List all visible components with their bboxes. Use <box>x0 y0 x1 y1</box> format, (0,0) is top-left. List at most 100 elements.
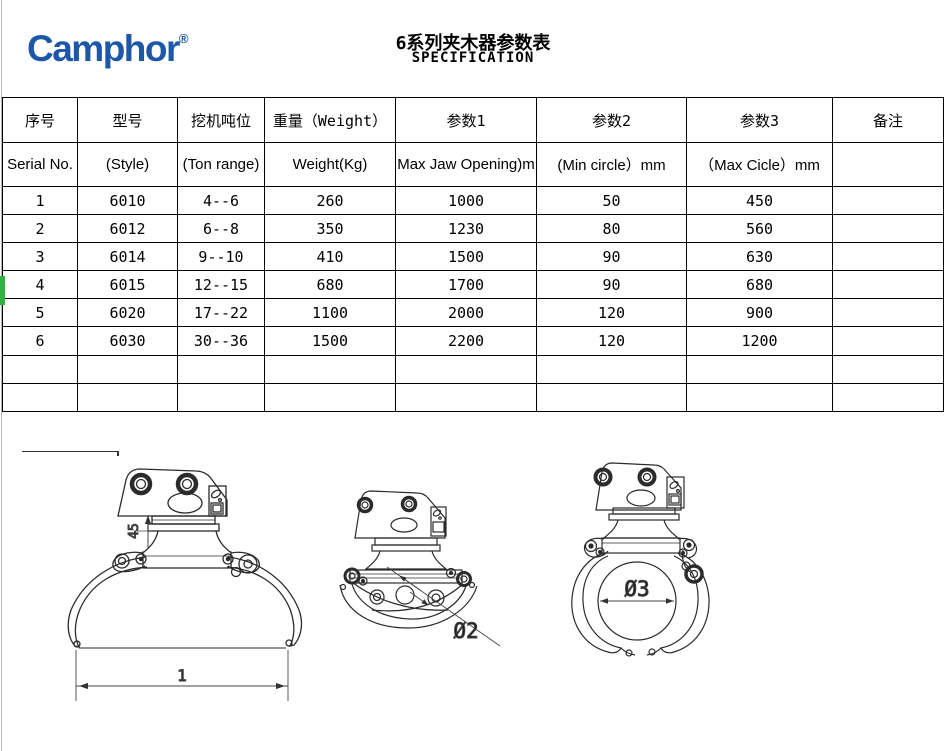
table-cell[interactable]: 680 <box>264 270 396 300</box>
table-cell[interactable] <box>832 214 944 244</box>
table-cell[interactable] <box>832 185 944 216</box>
header-cell[interactable]: Weight(Kg) <box>264 142 396 187</box>
dim-d2-label: Ø2 <box>453 619 478 643</box>
header-row-en: Serial No. (Style) (Ton range) Weight(Kg… <box>2 142 944 187</box>
table-cell[interactable] <box>264 354 396 384</box>
table-cell[interactable]: 6--8 <box>177 214 265 244</box>
header-cell[interactable]: 备注 <box>832 97 944 143</box>
table-cell[interactable]: 120 <box>536 326 687 356</box>
closed-grapple-log-drawing: Ø3 <box>571 462 710 657</box>
left-arm <box>571 552 622 654</box>
table-cell[interactable] <box>2 354 78 384</box>
sheet-title-en: SPECIFICATION <box>411 50 535 66</box>
dimension-1: 1 <box>75 650 289 701</box>
header-cell[interactable]: 型号 <box>77 97 178 143</box>
table-cell[interactable]: 50 <box>536 185 687 216</box>
table-cell[interactable] <box>536 354 687 384</box>
header-cell[interactable]: 参数2 <box>536 97 687 143</box>
table-cell[interactable]: 2 <box>2 214 78 244</box>
table-cell[interactable]: 30--36 <box>177 326 265 356</box>
table-cell[interactable]: 6012 <box>77 214 178 244</box>
table-cell[interactable] <box>536 382 687 412</box>
table-cell[interactable]: 450 <box>686 185 833 216</box>
table-cell[interactable]: 1500 <box>264 326 396 356</box>
table-cell[interactable]: 12--15 <box>177 270 265 300</box>
table-cell[interactable]: 6 <box>2 326 78 356</box>
table-cell[interactable]: 17--22 <box>177 298 265 328</box>
table-cell[interactable] <box>832 298 944 328</box>
table-cell[interactable] <box>77 382 178 412</box>
header-cell[interactable]: （Max Cicle）mm <box>686 142 833 187</box>
table-cell[interactable]: 1200 <box>686 326 833 356</box>
dim-d3-label: Ø3 <box>624 577 649 601</box>
table-cell[interactable] <box>177 382 265 412</box>
header-cell[interactable]: (Ton range) <box>177 142 265 187</box>
table-cell[interactable]: 4--6 <box>177 185 265 216</box>
table-cell[interactable]: 260 <box>264 185 396 216</box>
table-cell[interactable]: 9--10 <box>177 242 265 272</box>
header-cell[interactable]: 重量（Weight） <box>264 97 396 143</box>
table-cell[interactable]: 5 <box>2 298 78 328</box>
table-cell[interactable] <box>832 326 944 356</box>
grapple-body <box>67 468 303 649</box>
table-cell[interactable] <box>832 354 944 384</box>
table-cell[interactable]: 2200 <box>395 326 537 356</box>
dim-45-label: 45 <box>127 523 142 539</box>
header-cell[interactable]: Serial No. <box>2 142 78 187</box>
table-cell[interactable] <box>177 354 265 384</box>
right-link <box>677 537 698 559</box>
table-cell[interactable]: 900 <box>686 298 833 328</box>
table-cell[interactable]: 630 <box>686 242 833 272</box>
table-cell[interactable] <box>832 242 944 272</box>
table-cell[interactable]: 6015 <box>77 270 178 300</box>
table-cell[interactable]: 90 <box>536 270 687 300</box>
table-cell[interactable] <box>264 382 396 412</box>
header-cell[interactable]: 序号 <box>2 97 78 143</box>
log-circle <box>597 561 677 641</box>
table-cell[interactable]: 6030 <box>77 326 178 356</box>
table-cell[interactable]: 80 <box>536 214 687 244</box>
table-cell[interactable]: 6010 <box>77 185 178 216</box>
table-cell[interactable]: 4 <box>2 270 78 300</box>
table-cell[interactable]: 2000 <box>395 298 537 328</box>
table-cell[interactable]: 6014 <box>77 242 178 272</box>
header-cell[interactable] <box>832 142 944 187</box>
table-cell[interactable]: 1 <box>2 185 78 216</box>
table-cell[interactable]: 350 <box>264 214 396 244</box>
artifact-line <box>22 451 118 452</box>
table-cell[interactable] <box>832 270 944 300</box>
header-cell[interactable]: (Min circle）mm <box>536 142 687 187</box>
table-row: 5 6020 17--22 1100 2000 120 900 <box>2 298 944 328</box>
table-cell[interactable]: 1500 <box>395 242 537 272</box>
table-cell[interactable] <box>686 382 833 412</box>
table-cell[interactable]: 410 <box>264 242 396 272</box>
table-cell[interactable]: 3 <box>2 242 78 272</box>
header-cell[interactable]: Max Jaw Opening)m <box>395 142 537 187</box>
spec-table-body: 1 6010 4--6 260 1000 50 450 2 6012 6--8 350 1230 80 5… <box>2 185 944 412</box>
dimension-d2: Ø2 <box>386 566 501 647</box>
table-cell[interactable]: 90 <box>536 242 687 272</box>
table-cell[interactable]: 1000 <box>395 185 537 216</box>
table-cell[interactable] <box>832 382 944 412</box>
header-cell[interactable]: 挖机吨位 <box>177 97 265 143</box>
table-cell[interactable] <box>395 382 537 412</box>
table-cell[interactable] <box>77 354 178 384</box>
table-cell[interactable]: 680 <box>686 270 833 300</box>
table-cell[interactable]: 1100 <box>264 298 396 328</box>
dim-1-label: 1 <box>177 666 187 685</box>
table-cell[interactable] <box>686 354 833 384</box>
table-cell[interactable] <box>2 382 78 412</box>
table-cell[interactable] <box>395 354 537 384</box>
header-cell[interactable]: (Style) <box>77 142 178 187</box>
table-cell[interactable]: 1230 <box>395 214 537 244</box>
table-cell[interactable]: 560 <box>686 214 833 244</box>
table-cell[interactable]: 1700 <box>395 270 537 300</box>
open-grapple-drawing: 45 1 <box>67 468 303 701</box>
table-cell[interactable]: 6020 <box>77 298 178 328</box>
header-cell[interactable]: 参数3 <box>686 97 833 143</box>
table-cell[interactable]: 120 <box>536 298 687 328</box>
header-row-cn: 序号 型号 挖机吨位 重量（Weight） 参数1 参数2 参数3 备注 <box>2 97 944 143</box>
registered-mark: ® <box>178 31 189 46</box>
header-cell[interactable]: 参数1 <box>395 97 537 143</box>
